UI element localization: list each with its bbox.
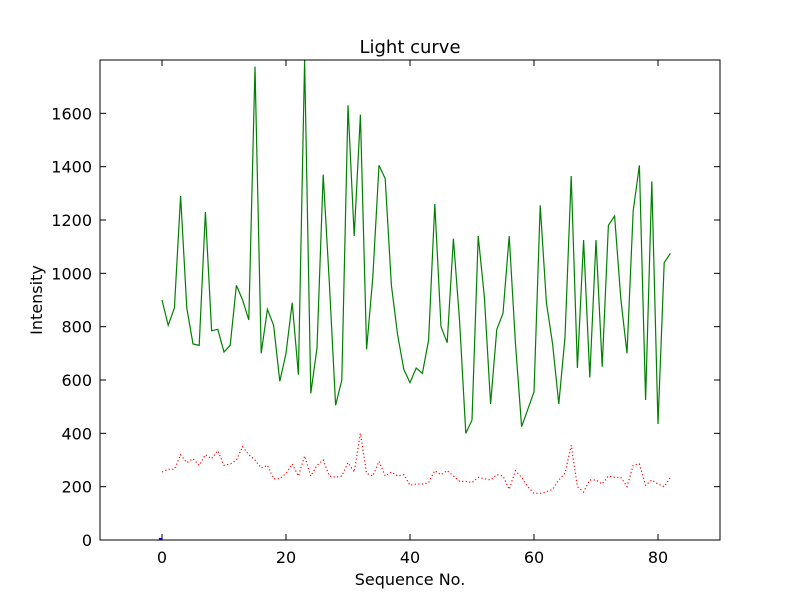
x-tick-label-4: 80 — [648, 548, 668, 567]
chart-title: Light curve — [359, 37, 460, 58]
series-layer — [158, 59, 671, 540]
y-tick-label-5: 1000 — [51, 264, 92, 283]
y-tick-label-8: 1600 — [51, 104, 92, 123]
x-tick-label-1: 20 — [276, 548, 296, 567]
y-tick-label-4: 800 — [61, 318, 92, 337]
plot-frame — [99, 59, 721, 541]
series-line-1 — [161, 59, 671, 434]
y-tick-label-1: 200 — [61, 478, 92, 497]
x-tick-label-3: 60 — [524, 548, 544, 567]
x-tick-label-2: 40 — [400, 548, 420, 567]
y-tick-label-7: 1400 — [51, 158, 92, 177]
y-tick-label-3: 600 — [61, 371, 92, 390]
x-axis-label: Sequence No. — [355, 570, 466, 589]
y-tick-label-2: 400 — [61, 424, 92, 443]
x-tick-label-0: 0 — [157, 548, 167, 567]
y-axis-label: Intensity — [27, 265, 46, 335]
y-tick-label-6: 1200 — [51, 211, 92, 230]
y-tick-label-0: 0 — [82, 531, 92, 550]
